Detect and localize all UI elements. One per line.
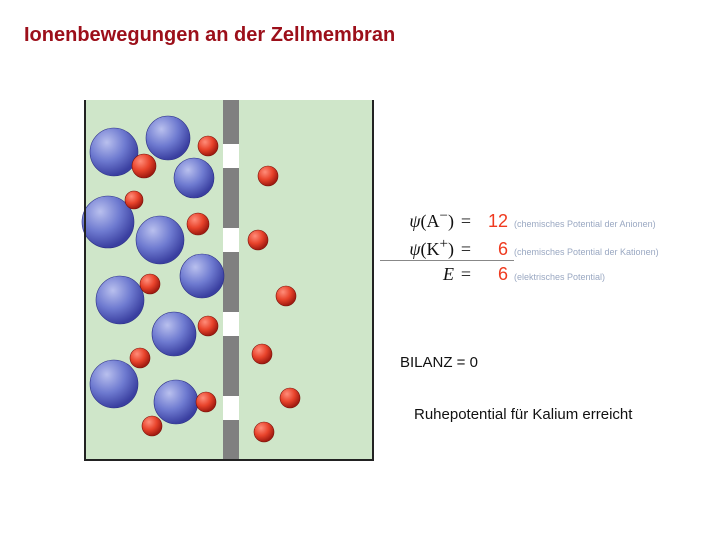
membrane-diagram bbox=[80, 100, 380, 470]
cation-ion bbox=[142, 416, 162, 436]
equation-rhs: 6 bbox=[478, 264, 508, 285]
cation-ion bbox=[198, 316, 218, 336]
cation-ion bbox=[276, 286, 296, 306]
anion-ion bbox=[96, 276, 144, 324]
equation-lhs: ψ(K+) bbox=[380, 236, 454, 260]
equation-row: ψ(A−)=12 (chemisches Potential der Anione… bbox=[380, 208, 656, 232]
cation-ion bbox=[125, 191, 143, 209]
equation-lhs: E bbox=[380, 264, 454, 285]
anion-ion bbox=[136, 216, 184, 264]
equation-equals: = bbox=[454, 239, 478, 260]
cation-ion bbox=[196, 392, 216, 412]
cation-ion bbox=[254, 422, 274, 442]
equation-note: (elektrisches Potential) bbox=[514, 272, 605, 282]
cation-ion bbox=[140, 274, 160, 294]
membrane-segment bbox=[223, 168, 239, 228]
anion-ion bbox=[90, 360, 138, 408]
equation-lhs: ψ(A−) bbox=[380, 208, 454, 232]
equation-row: ψ(K+)=6 (chemisches Potential der Katione… bbox=[380, 236, 659, 260]
equation-note: (chemisches Potential der Anionen) bbox=[514, 219, 656, 229]
equation-note: (chemisches Potential der Kationen) bbox=[514, 247, 659, 257]
cation-ion bbox=[187, 213, 209, 235]
anion-ion bbox=[152, 312, 196, 356]
cation-ion bbox=[198, 136, 218, 156]
page-title: Ionenbewegungen an der Zellmembran bbox=[24, 24, 395, 47]
cation-ion bbox=[130, 348, 150, 368]
cation-ion bbox=[132, 154, 156, 178]
membrane-segment bbox=[223, 336, 239, 396]
equation-separator bbox=[380, 260, 514, 261]
equation-rhs: 12 bbox=[478, 211, 508, 232]
cation-ion bbox=[252, 344, 272, 364]
membrane-segment bbox=[223, 420, 239, 460]
membrane-segment bbox=[223, 252, 239, 312]
anion-ion bbox=[90, 128, 138, 176]
ruhepotential-label: Ruhepotential für Kalium erreicht bbox=[414, 406, 632, 423]
fluid-right bbox=[239, 100, 373, 460]
cation-ion bbox=[248, 230, 268, 250]
anion-ion bbox=[154, 380, 198, 424]
membrane-svg bbox=[80, 100, 380, 470]
cation-ion bbox=[280, 388, 300, 408]
anion-ion bbox=[180, 254, 224, 298]
membrane-segment bbox=[223, 100, 239, 144]
anion-ion bbox=[174, 158, 214, 198]
equation-rhs: 6 bbox=[478, 239, 508, 260]
equation-equals: = bbox=[454, 211, 478, 232]
equation-row: E=6 (elektrisches Potential) bbox=[380, 264, 605, 285]
cation-ion bbox=[258, 166, 278, 186]
anion-ion bbox=[146, 116, 190, 160]
bilanz-label: BILANZ = 0 bbox=[400, 354, 478, 371]
equation-equals: = bbox=[454, 264, 478, 285]
